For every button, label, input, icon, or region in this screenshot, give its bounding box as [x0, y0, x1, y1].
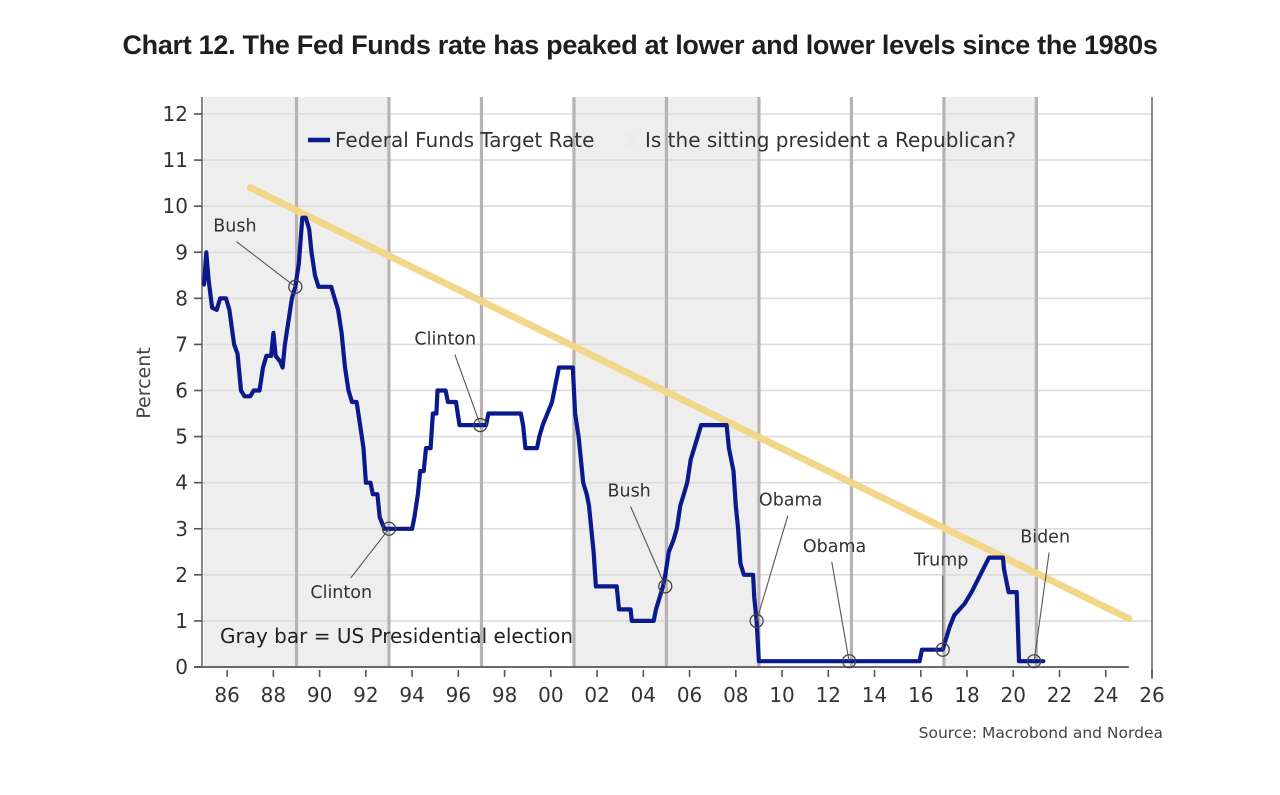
legend: Federal Funds Target Rate Is the sitting …	[308, 128, 1016, 152]
annotation-marker	[288, 279, 303, 294]
x-tick-label: 94	[399, 683, 424, 707]
x-tick-label: 88	[261, 683, 286, 707]
x-tick-label: 06	[677, 683, 702, 707]
annotation-marker	[841, 654, 857, 669]
y-tick-label: 7	[175, 332, 188, 356]
republican-shading-layer	[204, 97, 1037, 667]
x-tick-label: 10	[769, 683, 794, 707]
annotation-label: Clinton	[310, 583, 372, 603]
x-tick-label: 86	[214, 683, 239, 707]
annotation-leader-line	[236, 241, 296, 288]
x-tick-label: 22	[1047, 683, 1072, 707]
annotation-marker	[473, 417, 488, 433]
annotation-label: Trump	[913, 551, 969, 571]
x-tick-label: 90	[307, 683, 332, 707]
annotation-marker	[658, 579, 673, 594]
republican-shaded-region	[943, 97, 1037, 667]
y-tick-label: 1	[175, 609, 188, 633]
legend-swatch-republican	[626, 133, 637, 147]
trend-line	[246, 184, 1133, 623]
y-axis-label: Percent	[133, 347, 155, 419]
legend-label-fed-funds: Federal Funds Target Rate	[335, 128, 594, 152]
annotation-label: Biden	[1020, 528, 1070, 548]
gridlines	[202, 113, 1152, 622]
x-tick-label: 00	[538, 683, 563, 707]
annotation-marker	[381, 521, 397, 536]
y-tick-label: 11	[163, 148, 188, 172]
annotation-leader-line	[756, 515, 789, 622]
annotation-label: Clinton	[414, 329, 476, 349]
annotations: Bush Clinton Clinton Bush Obama Obama Trump Bid…	[213, 217, 1070, 669]
x-tick-label: 98	[492, 683, 517, 707]
x-tick-label: 26	[1139, 683, 1164, 707]
x-tick-label: 04	[631, 683, 656, 707]
y-tick-label: 10	[163, 194, 188, 218]
trend-line-layer	[246, 184, 1133, 623]
annotation-label: Bush	[607, 481, 650, 501]
y-tick-label: 8	[175, 286, 188, 310]
source-note: Source: Macrobond and Nordea	[919, 724, 1163, 742]
x-tick-label: 16	[908, 683, 933, 707]
y-tick-label: 0	[175, 655, 188, 679]
x-tick-label: 96	[446, 683, 471, 707]
annotation-marker	[749, 613, 764, 629]
x-tick-label: 12	[816, 683, 841, 707]
annotation-leader-line	[831, 561, 850, 662]
election-note: Gray bar = US Presidential election	[220, 624, 573, 648]
annotation-leader-line	[350, 528, 390, 579]
y-tick-label: 4	[175, 471, 188, 495]
annotation-marker	[935, 642, 950, 657]
x-tick-label: 08	[723, 683, 748, 707]
x-tick-label: 24	[1093, 683, 1118, 707]
annotation-label: Obama	[803, 537, 866, 557]
annotation-label: Bush	[213, 217, 256, 237]
x-tick-label: 18	[954, 683, 979, 707]
x-tick-label: 02	[584, 683, 609, 707]
annotation-leader-line	[454, 354, 481, 426]
y-tick-label: 12	[163, 102, 188, 126]
annotation-leader-line	[1033, 552, 1050, 662]
y-tick-label: 3	[175, 517, 188, 541]
x-tick-label: 92	[353, 683, 378, 707]
annotation-marker	[1026, 654, 1042, 669]
fed-funds-rate-line	[201, 215, 1046, 664]
series-layer	[201, 215, 1046, 664]
x-tick-label: 14	[862, 683, 887, 707]
y-tick-label: 9	[175, 240, 188, 264]
annotation-leader-line	[630, 506, 666, 587]
legend-label-republican: Is the sitting president a Republican?	[645, 128, 1016, 152]
chart-title: Chart 12. The Fed Funds rate has peaked …	[122, 30, 1158, 60]
y-tick-label: 2	[175, 563, 188, 587]
annotation-label: Obama	[759, 491, 822, 511]
x-tick-label: 20	[1001, 683, 1026, 707]
y-tick-label: 5	[175, 425, 188, 449]
y-tick-label: 6	[175, 379, 188, 403]
election-lines	[294, 97, 1038, 667]
